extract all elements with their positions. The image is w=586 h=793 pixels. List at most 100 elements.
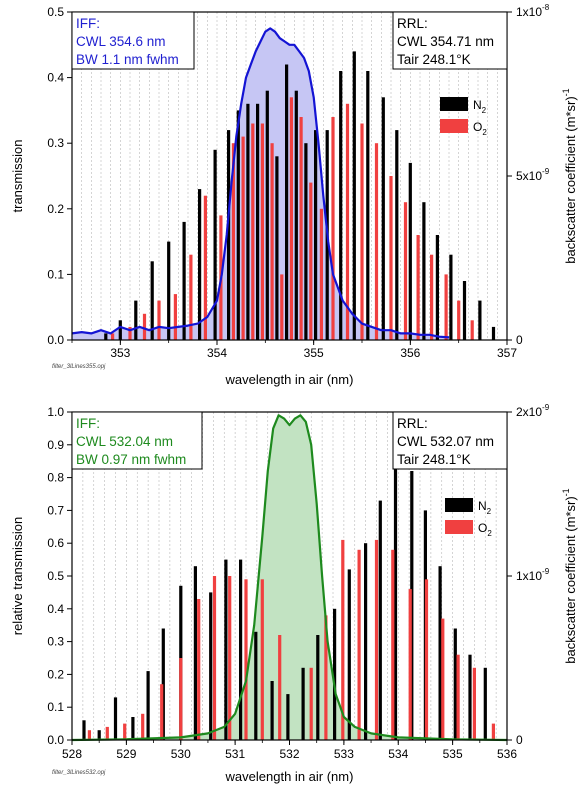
y2-tick-exponent: -8: [542, 3, 550, 12]
o2-bar: [430, 254, 434, 340]
n2-bar: [449, 254, 453, 340]
n2-bar: [134, 300, 138, 340]
y-tick-label: 0.6: [47, 536, 64, 550]
y2-tick-base: 0: [516, 733, 523, 747]
n2-bar: [453, 628, 457, 740]
n2-bar: [270, 681, 274, 740]
n2-bar: [316, 635, 320, 740]
n2-bar: [301, 667, 305, 740]
y2-axis-label-text: backscatter coefficient (m*sr): [563, 496, 578, 663]
y-tick-label: 0.1: [47, 267, 64, 281]
y2-tick-label: 0: [516, 333, 523, 347]
rrl-info-line: RRL:: [397, 416, 428, 431]
n2-bar: [408, 162, 412, 340]
o2-bar: [141, 713, 145, 740]
y2-tick-label: 1x10-9: [516, 567, 550, 583]
n2-bar: [294, 90, 298, 340]
n2-bar: [82, 720, 86, 740]
source-file-label: filter_3lLines532.opj: [52, 770, 106, 776]
o2-bar: [280, 274, 284, 340]
n2-bar: [438, 566, 442, 740]
n2-bar: [483, 667, 487, 740]
n2-bar: [265, 90, 269, 340]
n2-bar: [104, 333, 108, 340]
o2-bar: [360, 123, 364, 340]
o2-bar: [299, 117, 303, 340]
o2-bar: [260, 123, 264, 340]
chart-panel-2: 528 529 530 531 532 533 534 535 536 0.0 0.1 0.2 0.3 0…: [10, 403, 578, 784]
y2-tick-label: 5x10-9: [516, 167, 550, 183]
filter-transmission-line: [71, 414, 508, 742]
x-tick-label: 356: [400, 346, 420, 360]
o2-bar: [142, 313, 147, 340]
y2-tick-exponent: -9: [542, 167, 550, 176]
n2-bar: [224, 559, 228, 740]
n2-bar: [304, 143, 308, 340]
x-tick-label: 531: [225, 747, 245, 761]
filter-info-line: CWL 532.04 nm: [76, 434, 173, 449]
o2-bar: [289, 97, 293, 340]
n2-bar: [393, 454, 398, 740]
o2-bar: [424, 579, 429, 740]
n2-bar: [491, 326, 496, 340]
n2-bar: [118, 320, 122, 340]
n2-bar: [254, 631, 258, 740]
n2-bar: [213, 149, 217, 340]
legend-label: O2: [473, 120, 487, 137]
x-axis-label: wavelength in air (nm): [225, 769, 354, 784]
n2-bar: [131, 717, 135, 740]
x-tick-label: 354: [207, 346, 227, 360]
y2-tick-exponent: -9: [542, 403, 550, 412]
y-axis-label: relative transmission: [10, 517, 25, 636]
rrl-info-line: RRL:: [397, 16, 428, 31]
y-tick-label: 0.9: [47, 438, 64, 452]
filter-info-line: IFF:: [76, 416, 100, 431]
n2-bar: [113, 697, 118, 740]
y2-tick-label: 2x10-9: [516, 403, 550, 419]
o2-bar: [123, 723, 127, 740]
n2-bar: [275, 156, 279, 340]
y-tick-label: 0.3: [47, 136, 64, 150]
o2-bar: [444, 274, 448, 340]
n2-bar: [285, 64, 289, 340]
n2-bar: [246, 103, 250, 340]
legend-swatch: [440, 119, 468, 133]
legend-swatch: [445, 520, 473, 534]
o2-bar: [87, 730, 91, 740]
y-tick-label: 0.8: [47, 471, 64, 485]
legend-label-name: N: [478, 499, 487, 513]
o2-bar: [260, 579, 264, 740]
y2-axis-label-sup: -1: [561, 488, 571, 496]
o2-bar: [157, 300, 161, 340]
n2-bar: [339, 71, 343, 340]
legend-label: N2: [478, 499, 492, 516]
filter-info-line: BW 0.97 nm fwhm: [76, 452, 186, 467]
o2-bar: [160, 684, 164, 740]
o2-bar: [456, 654, 460, 740]
n2-bar: [364, 543, 368, 740]
n2-bar: [286, 694, 290, 740]
y-tick-label: 0.0: [47, 733, 64, 747]
n2-bar: [146, 671, 150, 740]
o2-bar: [331, 117, 335, 340]
legend-label-sub: 2: [482, 128, 487, 137]
legend-label: O2: [478, 521, 492, 538]
y2-tick-label: 0: [516, 733, 523, 747]
n2-bar: [314, 130, 318, 340]
filter-transmission-line: [71, 27, 450, 339]
n2-bar: [227, 130, 231, 340]
x-tick-label: 528: [62, 747, 82, 761]
y2-axis-label: backscatter coefficient (m*sr)-1: [561, 488, 578, 663]
o2-bar: [231, 143, 235, 340]
x-tick-label: 530: [171, 747, 191, 761]
n2-bar: [236, 110, 240, 341]
o2-bar: [374, 143, 379, 340]
n2-bar: [422, 202, 426, 340]
o2-bar: [391, 549, 395, 740]
y2-tick-base: 2x10: [516, 405, 542, 419]
y-tick-label: 0.1: [47, 700, 64, 714]
n2-bar: [97, 730, 101, 740]
legend-label-sub: 2: [482, 106, 487, 115]
y2-tick-base: 0: [516, 333, 523, 347]
